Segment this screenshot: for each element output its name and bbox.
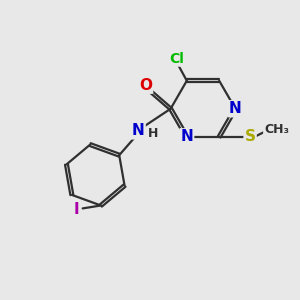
Text: N: N xyxy=(229,101,242,116)
Text: N: N xyxy=(180,129,193,144)
Text: S: S xyxy=(244,129,256,144)
Text: O: O xyxy=(139,78,152,93)
Text: CH₃: CH₃ xyxy=(264,123,289,136)
Text: N: N xyxy=(132,123,145,138)
Text: I: I xyxy=(74,202,80,217)
Text: H: H xyxy=(148,127,158,140)
Text: Cl: Cl xyxy=(169,52,184,66)
